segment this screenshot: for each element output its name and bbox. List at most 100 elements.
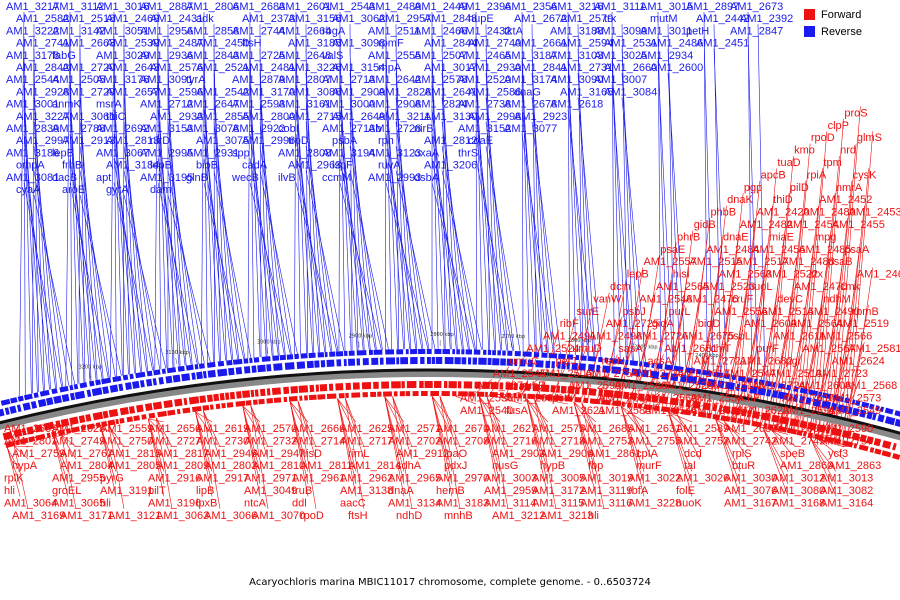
forward-feature [2,431,13,441]
reverse-feature [158,377,164,385]
forward-leader-line [846,267,874,447]
forward-gene-label: AM1_2498 [589,331,642,343]
forward-feature [505,382,514,390]
forward-gene-label: AM1_2708 [436,435,489,447]
reverse-feature [580,355,587,361]
forward-leader-line [344,397,365,447]
reverse-gene-label: AM1_3188 [550,25,603,37]
reverse-gene-label: AM1_2678 [504,99,557,111]
reverse-gene-label: AM1_3061 [62,111,115,123]
forward-gene-label: fbp [588,460,603,472]
reverse-feature [472,357,478,365]
forward-gene-label: ychF [736,393,760,405]
reverse-leader-line [621,97,646,362]
reverse-leader-line [259,72,274,356]
forward-feature [393,391,398,397]
reverse-feature [95,379,101,386]
reverse-gene-label: AM1_2618 [550,99,603,111]
forward-gene-label: speB [780,448,805,460]
reverse-gene-label: anmK [52,99,81,111]
forward-leader-line [668,412,693,485]
forward-gene-label: hisI [673,269,690,281]
tick-label: 2600 kbp [568,338,592,344]
reverse-feature [185,364,194,371]
reverse-leader-line [23,85,38,393]
forward-feature [259,388,266,397]
reverse-leader-line [123,24,125,376]
reverse-leader-line [203,85,220,362]
forward-feature [213,393,220,402]
forward-feature [215,403,221,410]
forward-gene-label: AM1_2627 [484,423,537,435]
forward-gene-label: AM1_2547 [723,368,776,380]
forward-leader-line [6,447,21,497]
reverse-feature [343,358,347,367]
reverse-gene-label: AM1_2828 [378,86,431,98]
forward-gene-label: AM1_2804 [60,460,113,472]
forward-feature [892,442,897,451]
forward-feature [250,389,255,398]
reverse-leader-line [69,158,103,380]
reverse-feature [296,361,306,369]
reverse-gene-label: hupE [468,13,494,25]
forward-gene-label: AM1_2581 [848,343,900,355]
forward-feature [57,429,66,436]
reverse-gene-label: dam [150,184,171,196]
reverse-leader-line [577,72,596,357]
reverse-feature [152,378,157,386]
reverse-feature [575,354,580,361]
reverse-gene-label: mutM [650,13,678,25]
forward-gene-label: mpg [815,231,836,243]
reverse-leader-line [113,158,147,372]
forward-feature [763,423,768,429]
forward-feature [773,425,778,431]
forward-feature [869,447,875,453]
reverse-leader-line [259,170,298,354]
forward-gene-label: btuR [732,460,755,472]
reverse-leader-line [521,133,554,354]
forward-leader-line [478,396,501,472]
reverse-gene-label: AM1_3130 [424,111,477,123]
reverse-gene-label: AM1_3123 [368,147,421,159]
forward-feature [831,427,842,437]
reverse-gene-label: AM1_2432 [458,25,511,37]
forward-gene-label: AM1_2585 [598,405,651,417]
map-title: Acaryochloris marina MBIC11017 chromosom… [249,577,651,588]
reverse-gene-label: AM1_2728 [368,123,421,135]
reverse-feature [629,360,639,367]
forward-leader-line [6,447,21,485]
reverse-leader-line [485,24,490,350]
forward-leader-line [534,399,557,460]
forward-gene-label: psbJ [623,306,646,318]
reverse-gene-label: ompA [16,160,45,172]
reverse-feature [894,410,900,417]
forward-leader-line [668,412,693,497]
reverse-feature [226,359,233,366]
reverse-feature [611,366,622,375]
reverse-feature [400,357,409,365]
forward-gene-label: rpmB [853,306,879,318]
forward-feature [560,385,567,394]
reverse-feature [661,372,669,380]
reverse-leader-line [79,121,104,379]
forward-gene-label: AM1_2716 [484,435,537,447]
reverse-leader-line [385,182,429,350]
forward-leader-line [581,402,605,447]
forward-gene-label: AM1_3116 [580,497,632,509]
forward-leader-line [526,398,549,485]
reverse-gene-label: AM1_2489 [368,1,421,13]
forward-gene-label: AM1_2718 [532,435,585,447]
reverse-feature [368,349,373,356]
forward-leader-line [669,230,694,413]
forward-feature [362,392,368,398]
reverse-gene-label: AM1_2505 [52,74,105,86]
forward-gene-label: AM1_2962 [340,473,393,485]
reverse-gene-label: tktA [504,25,524,37]
reverse-feature [294,353,300,360]
forward-gene-label: rpoD [300,510,324,522]
forward-gene-label: apcB [761,169,786,181]
reverse-feature [206,361,216,368]
forward-gene-label: AM1_2455 [832,219,885,231]
reverse-gene-label: AM1_3216 [550,1,603,13]
reverse-feature [202,371,207,379]
